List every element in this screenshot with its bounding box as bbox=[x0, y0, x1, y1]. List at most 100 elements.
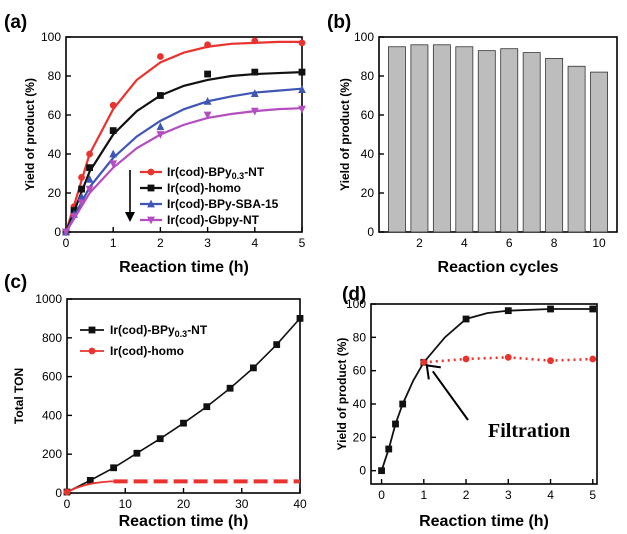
y-tick-label: 60 bbox=[48, 108, 62, 122]
y-tick-label: 100 bbox=[354, 30, 374, 44]
x-tick-label: 5 bbox=[299, 236, 306, 250]
bar-cycle-9 bbox=[567, 65, 586, 233]
data-point bbox=[77, 199, 86, 208]
data-point bbox=[86, 476, 94, 484]
legend-label: Ir(cod)-homo bbox=[167, 181, 241, 195]
data-point bbox=[504, 353, 512, 361]
panel-label: (a) bbox=[4, 12, 27, 33]
data-point bbox=[109, 149, 118, 158]
data-point bbox=[420, 358, 428, 366]
data-point bbox=[298, 39, 306, 47]
x-tick-label: 2 bbox=[416, 236, 423, 250]
legend: Ir(cod)-BPy0.3-NT Ir(cod)-homo bbox=[80, 323, 208, 358]
series-3 bbox=[62, 105, 306, 237]
fit-curve bbox=[65, 107, 303, 233]
legend-marker bbox=[147, 216, 155, 225]
series-2 bbox=[62, 85, 306, 236]
data-point bbox=[298, 105, 306, 114]
x-tick-label: 20 bbox=[177, 497, 191, 511]
data-point bbox=[62, 228, 70, 237]
panel-label: (c) bbox=[4, 272, 27, 293]
y-axis-title: Yield of product (%) bbox=[335, 338, 349, 451]
data-point bbox=[157, 53, 164, 60]
data-point bbox=[589, 305, 597, 313]
legend-label: Ir(cod)-homo bbox=[110, 344, 184, 358]
y-tick-label: 200 bbox=[42, 447, 62, 461]
y-tick-label: 0 bbox=[367, 225, 374, 239]
data-point bbox=[399, 400, 407, 408]
x-tick-label: 4 bbox=[547, 488, 554, 502]
y-tick-label: 40 bbox=[361, 147, 375, 161]
data-point bbox=[589, 355, 597, 363]
x-tick-label: 4 bbox=[251, 236, 258, 250]
panel-label: (d) bbox=[342, 284, 366, 305]
data-point bbox=[157, 92, 164, 99]
data-point bbox=[110, 464, 117, 472]
data-point bbox=[133, 449, 141, 457]
data-point bbox=[273, 341, 281, 348]
plot-frame bbox=[65, 36, 303, 233]
x-tick-label: 0 bbox=[63, 236, 70, 250]
annotation-filtration: Filtration bbox=[488, 420, 570, 442]
bar-cycle-4 bbox=[455, 46, 474, 233]
x-tick-label: 5 bbox=[589, 488, 596, 502]
data-point bbox=[86, 150, 93, 158]
legend-marker bbox=[147, 184, 155, 192]
legend-label: Ir(cod)-BPy-SBA-15 bbox=[167, 197, 279, 211]
legend-marker bbox=[88, 347, 96, 355]
data-point bbox=[298, 68, 306, 76]
data-point bbox=[204, 41, 212, 49]
data-point bbox=[203, 96, 212, 105]
y-tick-label: 100 bbox=[41, 30, 61, 44]
x-axis-title: Reaction time (h) bbox=[119, 259, 249, 276]
series-0 bbox=[378, 305, 597, 475]
x-tick-label: 4 bbox=[461, 236, 468, 250]
data-point bbox=[77, 192, 86, 201]
panel-a: 0 1 2 3 4 5 0 20 40 60 80 100 Reaction time (h) Yield… bbox=[4, 12, 306, 276]
y-tick-label: 20 bbox=[48, 186, 62, 200]
annotation-arrow-shaft bbox=[431, 370, 469, 421]
data-point bbox=[547, 357, 554, 365]
y-tick-label: 400 bbox=[42, 408, 62, 422]
data-point bbox=[78, 174, 85, 181]
bar-cycle-10 bbox=[590, 71, 608, 233]
y-tick-label: 600 bbox=[42, 370, 62, 384]
data-point bbox=[462, 315, 470, 323]
data-point bbox=[462, 355, 470, 363]
y-tick-label: 20 bbox=[353, 430, 367, 444]
data-point bbox=[378, 467, 385, 475]
bar-cycle-5 bbox=[477, 50, 496, 233]
y-axis-title: Yield of product (%) bbox=[338, 78, 352, 191]
series-1 bbox=[63, 479, 300, 496]
x-tick-label: 8 bbox=[551, 236, 558, 250]
data-point bbox=[78, 185, 85, 193]
data-point bbox=[85, 185, 94, 194]
x-tick-label: 1 bbox=[110, 236, 117, 250]
data-point bbox=[203, 403, 211, 411]
y-tick-label: 60 bbox=[353, 364, 367, 378]
data-point bbox=[385, 445, 393, 453]
data-point bbox=[547, 305, 554, 313]
data-point bbox=[109, 160, 118, 169]
series-1 bbox=[420, 353, 597, 366]
y-tick-label: 800 bbox=[42, 331, 62, 345]
data-point bbox=[504, 307, 512, 315]
data-point bbox=[392, 420, 399, 428]
x-tick-label: 0 bbox=[378, 488, 385, 502]
x-axis-title: Reaction time (h) bbox=[119, 513, 249, 530]
legend-label: Ir(cod)-BPy0.3-NT bbox=[110, 323, 208, 339]
y-axis-title: Total TON bbox=[12, 368, 26, 424]
data-point bbox=[226, 384, 234, 392]
annotation-arrow-head bbox=[425, 364, 441, 380]
legend-marker bbox=[147, 168, 155, 176]
y-tick-label: 80 bbox=[361, 69, 375, 83]
fit-curve bbox=[65, 87, 303, 233]
bar-cycle-8 bbox=[545, 58, 564, 233]
x-tick-label: 3 bbox=[505, 488, 512, 502]
legend-marker bbox=[88, 326, 96, 334]
series-0 bbox=[63, 315, 304, 496]
plot-frame bbox=[378, 36, 618, 233]
